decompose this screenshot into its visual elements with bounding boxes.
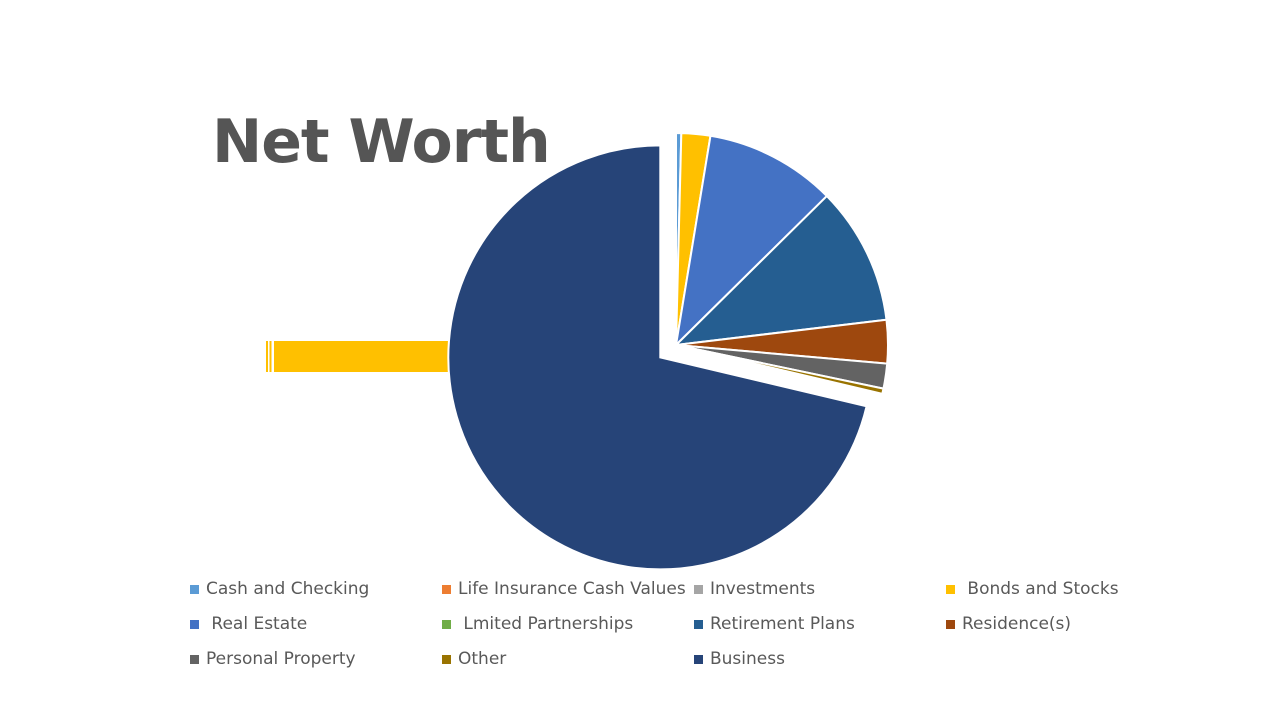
arrow-body bbox=[274, 321, 519, 392]
legend-label: Other bbox=[458, 649, 507, 669]
legend-item: Bonds and Stocks bbox=[946, 577, 1198, 601]
legend-item: Real Estate bbox=[190, 612, 442, 636]
arrow-tail-stripe bbox=[266, 341, 268, 372]
legend-swatch bbox=[190, 619, 199, 629]
legend-swatch bbox=[442, 584, 451, 594]
legend-swatch bbox=[190, 654, 199, 664]
legend-swatch bbox=[694, 584, 703, 594]
legend-label: Investments bbox=[710, 579, 816, 599]
legend-item: Personal Property bbox=[190, 647, 442, 671]
legend-item: Other bbox=[442, 647, 694, 671]
legend-label: Real Estate bbox=[206, 614, 308, 634]
legend-label: Life Insurance Cash Values bbox=[458, 579, 686, 599]
legend-swatch bbox=[190, 584, 199, 594]
legend-item: Investments bbox=[694, 577, 946, 601]
pie-slice-business bbox=[447, 144, 868, 571]
legend-item: Lmited Partnerships bbox=[442, 612, 694, 636]
legend-swatch bbox=[442, 654, 451, 664]
legend-label: Cash and Checking bbox=[206, 579, 370, 599]
pie-slice-real-estate bbox=[674, 134, 829, 348]
legend-label: Personal Property bbox=[206, 649, 356, 669]
pie-slice-retirement-plans bbox=[673, 194, 888, 347]
chart-title: Net Worth bbox=[212, 107, 551, 177]
pie-slice-other bbox=[675, 344, 885, 396]
chart-legend: Cash and Checking Life Insurance Cash Val… bbox=[190, 577, 1190, 671]
legend-label: Residence(s) bbox=[962, 614, 1072, 634]
legend-swatch bbox=[946, 619, 955, 629]
legend-item: Business bbox=[694, 647, 946, 671]
legend-swatch bbox=[694, 619, 703, 629]
legend-label: Bonds and Stocks bbox=[962, 579, 1119, 599]
legend-item: Residence(s) bbox=[946, 612, 1198, 636]
legend-item: Cash and Checking bbox=[190, 577, 442, 601]
legend-label: Business bbox=[710, 649, 785, 669]
legend-item: Retirement Plans bbox=[694, 612, 946, 636]
legend-item: Life Insurance Cash Values bbox=[442, 577, 694, 601]
legend-label: Retirement Plans bbox=[710, 614, 855, 634]
arrow-tail-stripe bbox=[269, 341, 272, 372]
legend-swatch bbox=[694, 654, 703, 664]
legend-swatch bbox=[946, 584, 955, 594]
legend-swatch bbox=[442, 619, 451, 629]
legend-label: Lmited Partnerships bbox=[458, 614, 634, 634]
